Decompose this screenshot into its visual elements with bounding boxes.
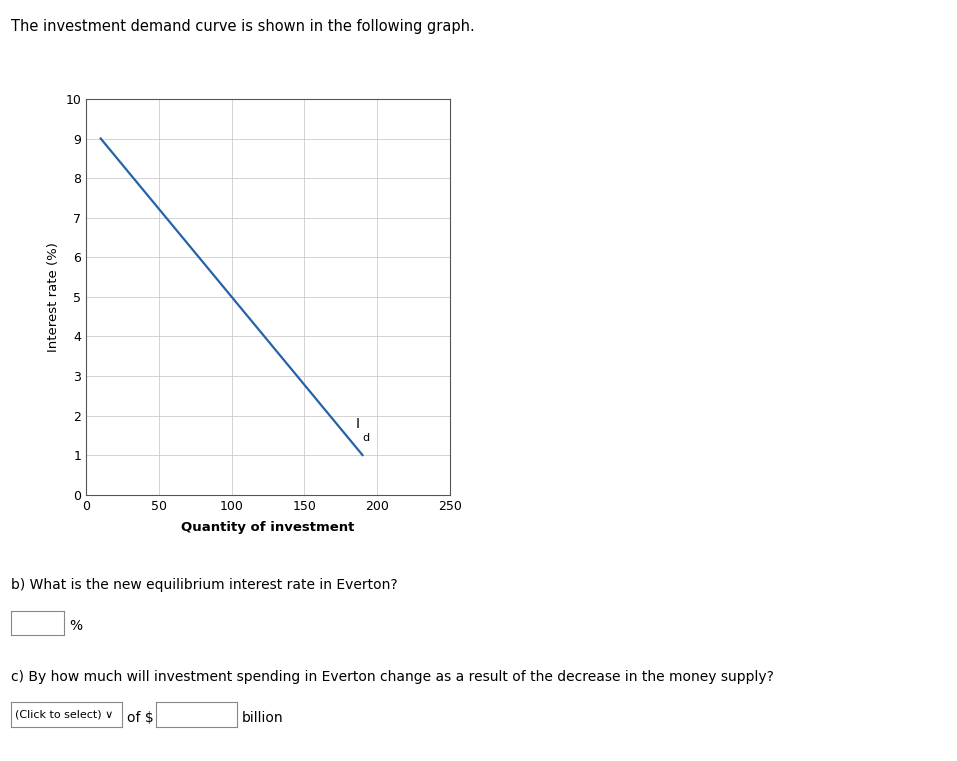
Text: d: d — [363, 433, 369, 443]
Y-axis label: Interest rate (%): Interest rate (%) — [47, 242, 60, 352]
X-axis label: Quantity of investment: Quantity of investment — [181, 521, 355, 534]
Text: billion: billion — [242, 711, 283, 724]
Text: c) By how much will investment spending in Everton change as a result of the dec: c) By how much will investment spending … — [11, 670, 774, 683]
Text: (Click to select) ∨: (Click to select) ∨ — [15, 709, 114, 720]
Text: b) What is the new equilibrium interest rate in Everton?: b) What is the new equilibrium interest … — [11, 578, 398, 592]
Text: of $: of $ — [127, 711, 154, 724]
Text: %: % — [69, 619, 82, 633]
Text: The investment demand curve is shown in the following graph.: The investment demand curve is shown in … — [11, 19, 476, 34]
Text: I: I — [355, 417, 359, 431]
